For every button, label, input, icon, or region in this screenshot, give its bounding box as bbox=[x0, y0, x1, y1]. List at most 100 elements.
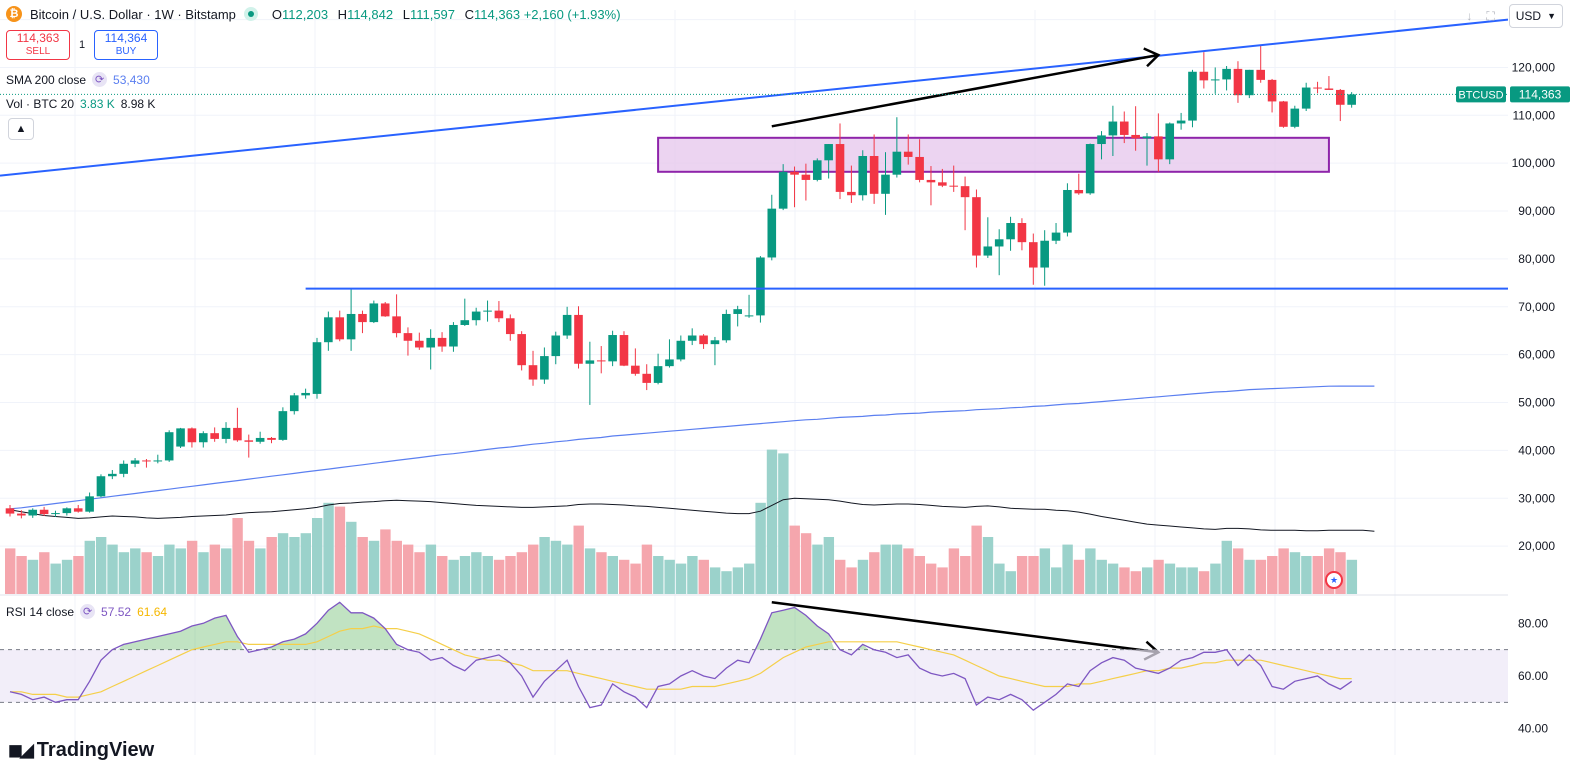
sma200-line bbox=[9, 385, 1375, 510]
rsi-divergence-arrow bbox=[771, 601, 1159, 654]
sma-legend[interactable]: SMA 200 close ⟳ 53,430 bbox=[6, 72, 150, 87]
volume-bar bbox=[16, 556, 27, 594]
volume-bar bbox=[1312, 556, 1323, 594]
candle-body bbox=[289, 395, 299, 412]
rsi-line bbox=[9, 601, 1353, 712]
volume-bar bbox=[1164, 563, 1176, 594]
rsi-tick-label: 80.00 bbox=[1518, 616, 1548, 630]
volume-bar bbox=[311, 518, 323, 594]
candle-body bbox=[358, 313, 367, 323]
volume-bar bbox=[289, 537, 300, 594]
candle-body bbox=[176, 428, 185, 447]
candle-body bbox=[1040, 240, 1049, 268]
candle-body bbox=[142, 460, 151, 462]
candle-body bbox=[1006, 223, 1015, 240]
volume-bar bbox=[869, 552, 880, 594]
candle-body bbox=[187, 428, 197, 443]
ascending-trendline bbox=[0, 18, 1509, 177]
volume-bar bbox=[994, 563, 1005, 594]
symbol-header: ₿ Bitcoin / U.S. Dollar · 1W · Bitstamp … bbox=[6, 6, 621, 22]
refresh-icon[interactable]: ⟳ bbox=[92, 72, 108, 87]
volume-bar bbox=[1278, 548, 1289, 594]
candle-body bbox=[426, 337, 435, 348]
volume-bar bbox=[948, 548, 960, 594]
symbol-title[interactable]: Bitcoin / U.S. Dollar · 1W · Bitstamp bbox=[30, 6, 236, 22]
sell-button[interactable]: 114,363 SELL bbox=[6, 30, 70, 60]
candle-body bbox=[85, 496, 94, 512]
candle-body bbox=[1176, 120, 1186, 124]
candle-body bbox=[778, 171, 788, 209]
volume-bar bbox=[573, 525, 584, 594]
candle-body bbox=[5, 508, 15, 514]
volume-bar bbox=[641, 544, 653, 594]
rsi-legend[interactable]: RSI 14 close ⟳ 57.52 61.64 bbox=[6, 604, 168, 619]
candle-body bbox=[164, 432, 174, 461]
currency-select[interactable]: USD ▼ bbox=[1508, 4, 1563, 28]
candle-body bbox=[926, 179, 936, 183]
candle-body bbox=[403, 333, 413, 341]
candle-body bbox=[528, 365, 538, 380]
volume-bar bbox=[1346, 559, 1358, 594]
candle-body bbox=[892, 151, 902, 175]
volume-legend[interactable]: Vol · BTC 20 3.83 K 8.98 K bbox=[6, 97, 156, 111]
candle-body bbox=[210, 433, 219, 439]
volume-bar bbox=[766, 449, 778, 594]
candle-body bbox=[574, 314, 583, 364]
candle-body bbox=[221, 427, 231, 439]
order-quantity[interactable]: 1 bbox=[78, 39, 86, 51]
volume-bar bbox=[221, 548, 232, 594]
volume-bar bbox=[175, 548, 186, 594]
candle-body bbox=[73, 508, 83, 512]
volume-bar bbox=[334, 506, 346, 594]
candle-body bbox=[1097, 135, 1106, 145]
candle-body bbox=[676, 340, 686, 360]
candle-body bbox=[449, 324, 458, 347]
collapse-legend-button[interactable]: ▲ bbox=[8, 118, 34, 140]
candle-body bbox=[699, 335, 708, 345]
price-axis: 20,000 30,000 40,000 50,000 60,000 70,000 80,0… bbox=[1456, 0, 1583, 762]
volume-bar bbox=[755, 502, 766, 594]
refresh-icon[interactable]: ⟳ bbox=[80, 604, 96, 619]
us-flag-event-icon[interactable]: ★ bbox=[1325, 571, 1343, 589]
volume-bar bbox=[1176, 567, 1187, 594]
volume-bar bbox=[73, 556, 84, 594]
volume-bar bbox=[471, 552, 482, 594]
candle-body bbox=[483, 310, 492, 312]
arrow-down-icon[interactable]: ↓ bbox=[1466, 9, 1473, 23]
volume-bar bbox=[1119, 567, 1130, 594]
volume-bar bbox=[937, 567, 948, 594]
price-divergence-arrow-head bbox=[1143, 47, 1161, 68]
market-status-icon[interactable] bbox=[243, 7, 258, 21]
candle-body bbox=[722, 313, 731, 341]
volume-bar bbox=[1096, 559, 1107, 594]
candle-body bbox=[1142, 136, 1152, 139]
candle-body bbox=[1074, 189, 1084, 194]
trade-panel: 114,363 SELL 1 114,364 BUY bbox=[6, 30, 158, 60]
candle-body bbox=[835, 144, 845, 192]
volume-bar bbox=[1005, 571, 1016, 594]
candle-body bbox=[1245, 69, 1254, 96]
candle-body bbox=[1085, 144, 1095, 194]
volume-bar bbox=[971, 525, 982, 594]
volume-bar bbox=[357, 537, 368, 594]
candle-body bbox=[869, 156, 879, 194]
buy-button[interactable]: 114,364 BUY bbox=[94, 30, 158, 60]
volume-bar bbox=[27, 559, 39, 594]
rsi-overbought-fill bbox=[754, 607, 835, 650]
volume-bar bbox=[141, 552, 152, 594]
volume-bar bbox=[50, 563, 61, 594]
candle-body bbox=[62, 508, 72, 514]
candle-body bbox=[244, 440, 254, 442]
volume-series bbox=[5, 449, 1358, 594]
volume-bar bbox=[380, 529, 391, 594]
price-tick-label: 90,000 bbox=[1518, 204, 1555, 218]
fullscreen-icon[interactable]: ⛶ bbox=[1486, 8, 1495, 23]
candle-body bbox=[642, 373, 652, 383]
tradingview-mark-icon: ◼◢ bbox=[8, 740, 34, 760]
top-right-controls: ↓ ⛶ USD ▼ bbox=[1466, 4, 1563, 28]
candle-body bbox=[1154, 136, 1163, 160]
volume-bar bbox=[1255, 559, 1267, 594]
volume-bar bbox=[618, 559, 630, 594]
volume-bar bbox=[164, 544, 175, 594]
